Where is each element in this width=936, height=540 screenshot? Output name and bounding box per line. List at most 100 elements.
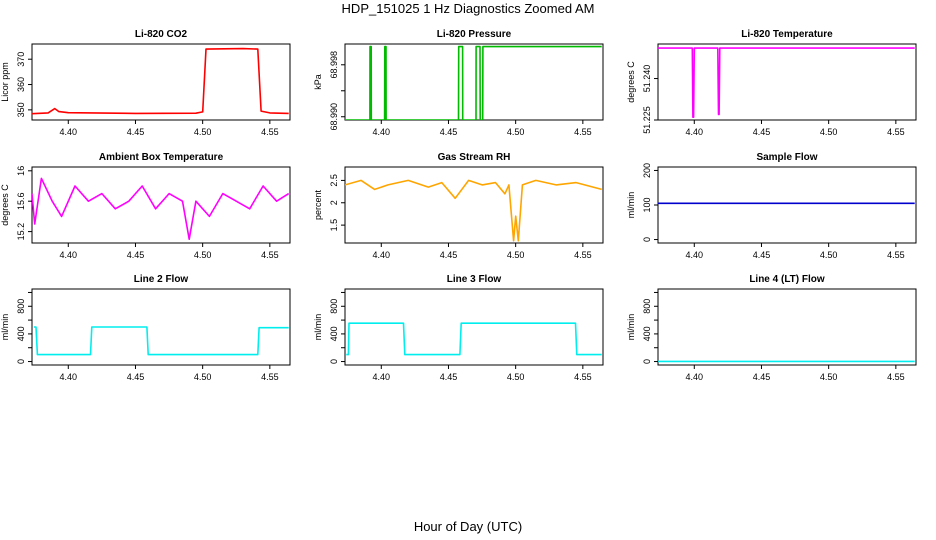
- y-tick-label: 1.5: [329, 219, 339, 232]
- x-tick-label: 4.50: [820, 127, 838, 137]
- panel-ambient: Ambient Box Temperature degrees C 4.40 4.45…: [0, 152, 291, 260]
- x-tick-label: 4.40: [60, 127, 78, 137]
- y-tick-label: 15.2: [16, 223, 26, 241]
- plot-frame: [344, 288, 604, 366]
- panel-title: Li-820 Pressure: [437, 29, 512, 40]
- panel-sample_flow: Sample Flow ml/min 4.40 4.45 4.50 4.55 0 100 200: [626, 152, 917, 260]
- x-tick-label: 4.50: [194, 372, 212, 382]
- plot-frame: [31, 43, 291, 121]
- panel-title: Line 2 Flow: [134, 274, 189, 285]
- x-tick-label: 4.55: [574, 250, 592, 260]
- y-axis-label: ml/min: [313, 314, 323, 341]
- y-tick-label: 0: [329, 359, 339, 364]
- x-tick-label: 4.45: [753, 127, 771, 137]
- panel-title: Gas Stream RH: [438, 152, 511, 163]
- y-tick-label: 15.6: [16, 192, 26, 210]
- y-tick-label: 16: [16, 166, 26, 176]
- x-tick-label: 4.40: [373, 250, 391, 260]
- x-tick-label: 4.40: [60, 372, 78, 382]
- y-tick-label: 0: [642, 359, 652, 364]
- y-axis-label: Licor ppm: [0, 62, 10, 102]
- panel-line4: Line 4 (LT) Flow ml/min 4.40 4.45 4.50 4.55 0 4…: [626, 274, 917, 382]
- x-tick-label: 4.40: [686, 250, 704, 260]
- plot-frame: [31, 166, 291, 244]
- y-tick-label: 400: [642, 326, 652, 341]
- series-line: [345, 45, 602, 120]
- x-tick-label: 4.55: [887, 127, 905, 137]
- plot-frame: [31, 288, 291, 366]
- chart-panels: Li-820 CO2 Licor ppm 4.40 4.45 4.50 4.55 350 36…: [0, 29, 917, 382]
- x-tick-label: 4.50: [194, 250, 212, 260]
- x-tick-label: 4.55: [261, 250, 279, 260]
- plot-frame: [344, 43, 604, 121]
- y-tick-label: 360: [16, 77, 26, 92]
- y-tick-label: 800: [329, 299, 339, 314]
- y-axis-label: percent: [313, 189, 323, 220]
- x-tick-label: 4.50: [194, 127, 212, 137]
- x-tick-label: 4.55: [574, 127, 592, 137]
- y-tick-label: 100: [642, 197, 652, 212]
- x-tick-label: 4.45: [127, 127, 145, 137]
- y-axis-label: degrees C: [626, 61, 636, 103]
- x-tick-label: 4.50: [820, 372, 838, 382]
- y-tick-label: 68.998: [329, 51, 339, 79]
- y-axis-label: kPa: [313, 74, 323, 90]
- y-tick-label: 370: [16, 52, 26, 67]
- panel-line2: Line 2 Flow ml/min 4.40 4.45 4.50 4.55 0 400 800: [0, 274, 291, 382]
- y-tick-label: 400: [16, 326, 26, 341]
- y-tick-label: 0: [642, 237, 652, 242]
- series-line: [346, 322, 602, 356]
- x-tick-label: 4.45: [753, 250, 771, 260]
- panel-temperature: Li-820 Temperature degrees C 4.40 4.45 4.50 4…: [626, 29, 917, 137]
- y-tick-label: 0: [16, 359, 26, 364]
- y-axis-label: ml/min: [626, 192, 636, 219]
- series-line: [32, 177, 290, 240]
- panel-pressure: Li-820 Pressure kPa 4.40 4.45 4.50 4.55 68.990…: [313, 29, 604, 137]
- x-tick-label: 4.45: [440, 372, 458, 382]
- y-tick-label: 2.5: [329, 174, 339, 187]
- x-tick-label: 4.50: [820, 250, 838, 260]
- y-tick-label: 350: [16, 102, 26, 117]
- panel-title: Line 4 (LT) Flow: [749, 274, 825, 285]
- x-tick-label: 4.40: [60, 250, 78, 260]
- panel-title: Line 3 Flow: [447, 274, 502, 285]
- y-tick-label: 68.990: [329, 103, 339, 131]
- series-line: [34, 326, 289, 356]
- panel-title: Li-820 CO2: [135, 29, 188, 40]
- y-tick-label: 2: [329, 200, 339, 205]
- x-tick-label: 4.55: [887, 372, 905, 382]
- x-tick-label: 4.55: [887, 250, 905, 260]
- x-tick-label: 4.45: [127, 372, 145, 382]
- y-tick-label: 51.225: [642, 106, 652, 134]
- panel-title: Li-820 Temperature: [741, 29, 833, 40]
- x-tick-label: 4.45: [440, 127, 458, 137]
- x-tick-label: 4.45: [440, 250, 458, 260]
- x-tick-label: 4.50: [507, 127, 525, 137]
- panel-title: Ambient Box Temperature: [99, 152, 224, 163]
- plot-frame: [657, 288, 917, 366]
- panel-line3: Line 3 Flow ml/min 4.40 4.45 4.50 4.55 0 400 800: [313, 274, 604, 382]
- x-tick-label: 4.55: [261, 127, 279, 137]
- panel-title: Sample Flow: [756, 152, 817, 163]
- y-tick-label: 51.240: [642, 65, 652, 93]
- x-tick-label: 4.55: [261, 372, 279, 382]
- plot-frame: [657, 43, 917, 121]
- x-tick-label: 4.40: [686, 372, 704, 382]
- plot-frame: [344, 166, 604, 244]
- y-axis-label: ml/min: [0, 314, 10, 341]
- y-tick-label: 800: [16, 299, 26, 314]
- y-tick-label: 200: [642, 163, 652, 178]
- x-tick-label: 4.40: [686, 127, 704, 137]
- y-tick-label: 800: [642, 299, 652, 314]
- series-line: [658, 47, 915, 118]
- y-tick-label: 400: [329, 326, 339, 341]
- y-axis-label: degrees C: [0, 184, 10, 226]
- x-tick-label: 4.40: [373, 372, 391, 382]
- x-tick-label: 4.45: [753, 372, 771, 382]
- x-tick-label: 4.50: [507, 372, 525, 382]
- x-tick-label: 4.45: [127, 250, 145, 260]
- figure-title: HDP_151025 1 Hz Diagnostics Zoomed AM: [342, 1, 595, 16]
- figure-xlabel: Hour of Day (UTC): [414, 519, 522, 534]
- series-line: [32, 47, 289, 115]
